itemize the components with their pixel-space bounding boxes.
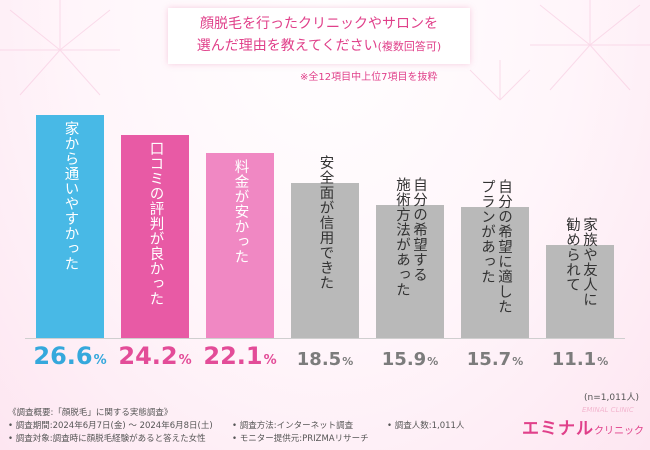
value-unit-7: % — [597, 355, 609, 368]
bar-4 — [291, 183, 359, 338]
value-unit-3: % — [263, 353, 277, 368]
value-label-1: 26.6% — [30, 342, 110, 370]
chart-title: 顔脱毛を行ったクリニックやサロンを 選んだ理由を教えてください(複数回答可) — [168, 8, 470, 64]
footer-overview: 《調査概要:「顔脱毛」に関する実態調査》 — [8, 408, 173, 418]
value-label-3: 22.1% — [200, 342, 280, 370]
value-unit-5: % — [427, 355, 439, 368]
value-label-4: 18.5% — [285, 349, 365, 370]
value-label-7: 11.1% — [540, 349, 620, 370]
value-label-2: 24.2% — [115, 342, 195, 370]
value-unit-6: % — [512, 355, 524, 368]
logo-ghost-text: EMINAL CLINIC — [582, 406, 634, 414]
value-unit-2: % — [178, 353, 192, 368]
bar-2 — [121, 135, 189, 338]
value-unit-4: % — [342, 355, 354, 368]
bar-1 — [36, 115, 104, 338]
bar-label-6: 自分の希望に適した プランがあった — [479, 178, 512, 314]
bar-3 — [206, 153, 274, 338]
bar-label-3: 料金が安かった — [232, 159, 249, 265]
bar-label-5: 自分の希望する 施術方法があった — [394, 176, 427, 297]
value-number-1: 26.6 — [33, 342, 93, 370]
footer-provider: • モニター提供元:PRIZMAリサーチ — [232, 434, 369, 444]
value-number-4: 18.5 — [296, 349, 342, 370]
logo-sub: クリニック — [594, 426, 644, 437]
title-line-2-sub: (複数回答可) — [377, 40, 442, 53]
bar-5 — [376, 204, 444, 338]
value-number-2: 24.2 — [118, 342, 178, 370]
bar-label-2: 口コミの評判が良かった — [147, 141, 164, 307]
selection-note: ※全12項目中上位7項目を抜粋 — [300, 72, 438, 83]
value-number-5: 15.9 — [381, 349, 427, 370]
bar-7 — [546, 245, 614, 338]
footer-period: • 調査期間:2024年6月7日(金) ～ 2024年6月8日(土) — [8, 421, 213, 431]
value-number-7: 11.1 — [551, 349, 597, 370]
footer-target: • 調査対象:調査時に顔脱毛経験があると答えた女性 — [8, 434, 206, 444]
title-line-1: 顔脱毛を行ったクリニックやサロンを — [200, 16, 438, 32]
footer-count: • 調査人数:1,011人 — [387, 421, 465, 431]
value-number-3: 22.1 — [203, 342, 263, 370]
chart-baseline — [25, 338, 625, 339]
eminal-clinic-logo: エミナルクリニック EMINAL CLINIC — [522, 406, 644, 439]
title-line-2: 選んだ理由を教えてください — [196, 38, 378, 54]
value-number-6: 15.7 — [466, 349, 512, 370]
bar-label-7: 家族や友人に 勧められて — [564, 217, 597, 308]
bar-label-4: 安全面が信用できた — [317, 155, 334, 291]
value-unit-1: % — [93, 353, 107, 368]
footer-method: • 調査方法:インターネット調査 — [232, 421, 354, 431]
value-label-6: 15.7% — [455, 349, 535, 370]
sample-size: (n=1,011人) — [584, 393, 640, 403]
value-label-5: 15.9% — [370, 349, 450, 370]
bar-label-1: 家から通いやすかった — [62, 121, 79, 272]
logo-main: エミナル — [522, 419, 594, 439]
bar-6 — [461, 206, 529, 338]
